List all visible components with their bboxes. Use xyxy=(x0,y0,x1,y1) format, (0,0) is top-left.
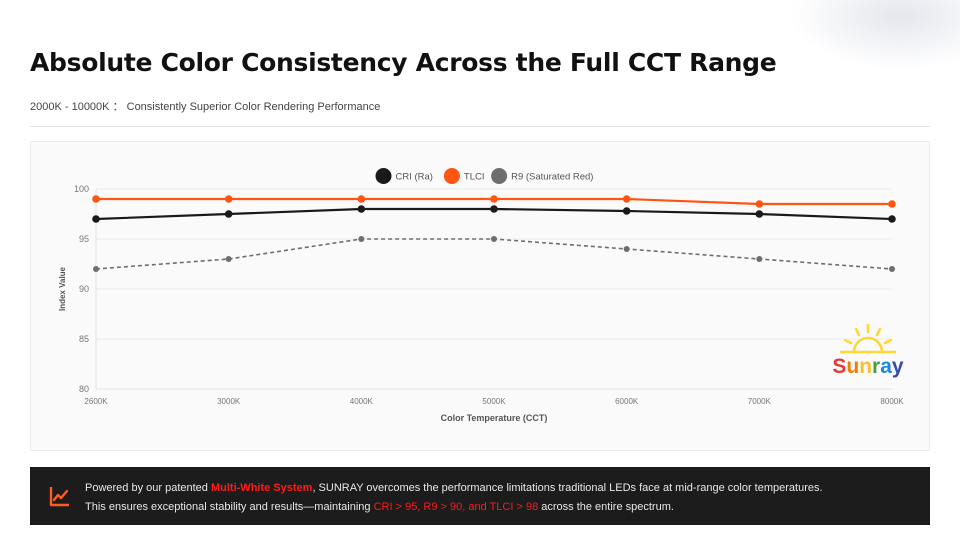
data-point xyxy=(623,246,630,252)
data-point xyxy=(92,195,100,203)
legend-item-1: TLCI xyxy=(443,168,485,184)
logo-text: Sunray xyxy=(826,355,910,379)
banner-line-1: Powered by our patented Multi-White Syst… xyxy=(85,482,823,494)
sun-ray xyxy=(883,338,893,345)
sun-arc xyxy=(852,336,884,353)
logo-letter: a xyxy=(880,355,892,378)
info-banner: Powered by our patented Multi-White Syst… xyxy=(30,467,930,525)
x-tick-label: 4000K xyxy=(350,397,374,406)
x-tick-labels: 2600K 3000K 4000K 5000K 6000K 7000K 8000K xyxy=(84,397,904,406)
header-divider xyxy=(30,126,930,127)
legend-label: TLCI xyxy=(464,172,485,183)
page-subtitle: 2000K - 10000K ： Consistently Superior C… xyxy=(30,101,381,113)
banner-line-2: This ensures exceptional stability and r… xyxy=(85,501,674,513)
legend-swatch xyxy=(443,168,460,184)
legend: CRI (Ra) TLCI R9 (Saturated Red) xyxy=(375,168,593,184)
x-tick-label: 2600K xyxy=(84,397,108,406)
data-point xyxy=(490,195,498,203)
sunray-logo: Sunray xyxy=(826,322,910,382)
data-point xyxy=(93,266,99,272)
y-tick-label: 95 xyxy=(79,234,89,244)
line-chart: 80 85 90 95 100 2600K 3000K 4000K 5000K 6000K 700… xyxy=(58,168,904,423)
legend-label: CRI (Ra) xyxy=(396,172,433,183)
data-point xyxy=(357,205,366,213)
x-tick-label: 7000K xyxy=(748,397,772,406)
data-point xyxy=(491,236,497,242)
line-chart-icon xyxy=(49,487,69,507)
legend-swatch xyxy=(375,168,392,184)
y-axis-label: Index Value xyxy=(58,266,67,311)
x-tick-label: 8000K xyxy=(880,397,904,406)
data-point xyxy=(490,205,498,213)
data-point xyxy=(889,266,895,272)
series-points xyxy=(92,195,896,272)
y-tick-label: 85 xyxy=(79,334,89,344)
data-point xyxy=(92,215,100,223)
legend-label: R9 (Saturated Red) xyxy=(511,172,593,183)
highlight-specs: CRI > 95, R9 > 90, and TLCI > 98 xyxy=(373,501,539,513)
logo-letter: n xyxy=(859,355,873,378)
y-tick-label: 80 xyxy=(79,384,89,394)
data-point xyxy=(756,256,763,262)
logo-letter: r xyxy=(872,355,881,378)
x-axis-label: Color Temperature (CCT) xyxy=(441,413,548,423)
sun-ray xyxy=(843,338,853,345)
data-point xyxy=(358,236,365,242)
data-point xyxy=(755,200,764,208)
data-point xyxy=(622,195,631,203)
banner-text: Powered by our patented Multi-White Syst… xyxy=(85,479,915,517)
legend-swatch xyxy=(491,168,508,184)
logo-letter: S xyxy=(832,355,847,378)
data-point xyxy=(888,200,896,208)
legend-item-0: CRI (Ra) xyxy=(375,168,433,184)
highlight-multi-white: Multi-White System xyxy=(210,482,313,494)
sun-ray xyxy=(875,327,882,337)
data-point xyxy=(224,210,233,218)
data-point xyxy=(224,195,233,203)
chart-panel: 80 85 90 95 100 2600K 3000K 4000K 5000K 6000K 700… xyxy=(30,141,930,451)
x-tick-label: 3000K xyxy=(217,397,241,406)
data-point xyxy=(357,195,366,203)
y-tick-labels: 80 85 90 95 100 xyxy=(74,184,89,394)
data-point xyxy=(225,256,232,262)
x-tick-label: 6000K xyxy=(615,397,639,406)
data-point xyxy=(755,210,764,218)
decorative-blur xyxy=(790,0,960,70)
x-tick-label: 5000K xyxy=(482,397,506,406)
logo-letter: y xyxy=(891,355,904,378)
series-line-2 xyxy=(95,238,893,270)
page-title: Absolute Color Consistency Across the Fu… xyxy=(30,48,777,77)
grid-lines xyxy=(96,188,892,390)
sun-ray xyxy=(854,327,861,337)
data-point xyxy=(622,207,631,215)
logo-letter: u xyxy=(846,355,860,378)
data-point xyxy=(888,215,896,223)
legend-item-2: R9 (Saturated Red) xyxy=(491,168,593,184)
sun-icon xyxy=(840,323,896,354)
y-tick-label: 90 xyxy=(79,284,89,294)
y-tick-label: 100 xyxy=(74,184,89,194)
